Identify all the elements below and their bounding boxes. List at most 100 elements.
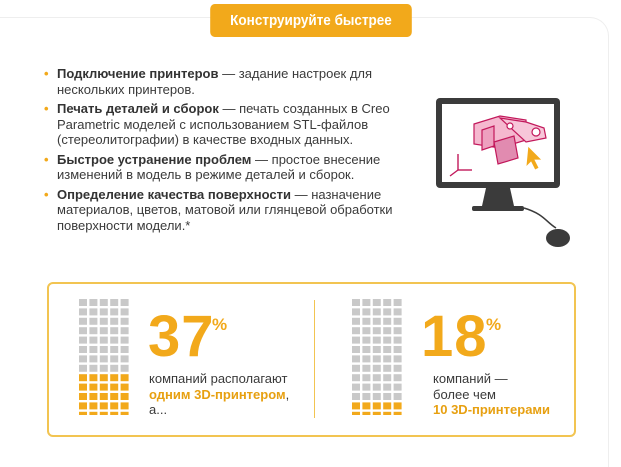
building-window [372,346,381,353]
building-window [352,317,360,325]
building-window [99,317,108,325]
building-window [393,383,402,391]
building-window [362,393,371,400]
feature-description: назначение материалов, цветов, матовой и… [57,186,393,233]
building-window [110,393,119,400]
feature-item: • Печать деталей и сборок — печать созда… [44,101,404,148]
building-window [99,411,108,415]
building-window [383,308,392,316]
building-window [393,411,402,415]
building-window [372,402,381,410]
building-window [362,411,371,415]
building-window [372,299,381,306]
building-window [79,299,87,306]
building-window [362,383,371,391]
building-window [352,402,360,410]
building-window [120,374,129,382]
building-window [372,364,381,372]
building-window [120,308,129,316]
building-window [393,317,402,325]
building-window [372,393,381,400]
building-window [352,374,360,382]
building-window [89,346,98,353]
building-window [110,327,119,335]
building-window [79,402,87,410]
feature-title: Печать деталей и сборок [57,101,219,116]
stat-line: компаний — [433,371,508,386]
building-window [383,355,392,363]
building-window [383,364,392,372]
bullet: • [44,151,49,167]
building-window [120,355,129,363]
dash: — [251,151,272,167]
building-window [110,308,119,316]
building-window [383,411,392,415]
building-window [393,393,402,400]
dash: — [218,66,239,81]
feature-list: • Подключение принтеров — задание настро… [44,66,404,237]
stat-line: компаний располагают [149,371,288,386]
building-window [89,336,98,344]
building-window [89,308,98,316]
building-window [372,327,381,335]
feature-description: печать созданных в Creo Parametric модел… [57,101,390,147]
axis-triad [449,154,472,177]
building-window [383,402,392,410]
building-window [120,299,129,306]
stat-line: а... [149,402,168,417]
feature-item: • Быстрое устранение проблем — простое в… [44,152,404,183]
stat-highlight: 10 3D-принтерами [433,402,551,417]
building-window [120,346,129,353]
building-window [372,383,381,391]
building-window [393,327,402,335]
divider [314,300,315,418]
building-window [120,411,129,415]
building-window [89,402,98,410]
building-icon [79,299,129,415]
building-window [383,374,392,382]
building-icon [352,299,402,415]
building-window [110,299,119,306]
stat-description: компаний — более чем 10 3D-принтерами [433,371,573,418]
building-window [352,336,360,344]
building-window [362,336,371,344]
stat-comma: , [285,386,290,402]
building-window [79,383,87,391]
building-window [362,327,371,335]
building-window [99,355,108,363]
building-window [362,402,371,410]
bullet: • [44,66,49,81]
building-window [110,374,119,382]
building-window [99,336,108,344]
building-window [362,364,371,372]
building-window [372,336,381,344]
building-window [393,346,402,353]
building-window [352,299,360,306]
stat-number: 18 [421,304,488,369]
building-window [372,308,381,316]
bullet: • [44,186,49,202]
building-window [99,327,108,335]
dash: — [218,101,240,116]
computer-monitor-cad-icon [436,98,570,247]
building-window [99,374,108,382]
feature-item: • Подключение принтеров — задание настро… [44,66,404,97]
building-window [120,383,129,391]
feature-title: Подключение принтеров [57,66,219,81]
stat-description: компаний располагают одним 3D-принтером,… [149,371,309,418]
building-window [372,374,381,382]
building-window [110,355,119,363]
building-window [362,355,371,363]
building-window [352,327,360,335]
building-window [362,299,371,306]
building-window [120,393,129,400]
building-window [99,364,108,372]
building-window [362,308,371,316]
building-window [110,402,119,410]
building-window [89,317,98,325]
building-window [110,364,119,372]
building-window [383,383,392,391]
building-window [110,346,119,353]
building-window [383,317,392,325]
